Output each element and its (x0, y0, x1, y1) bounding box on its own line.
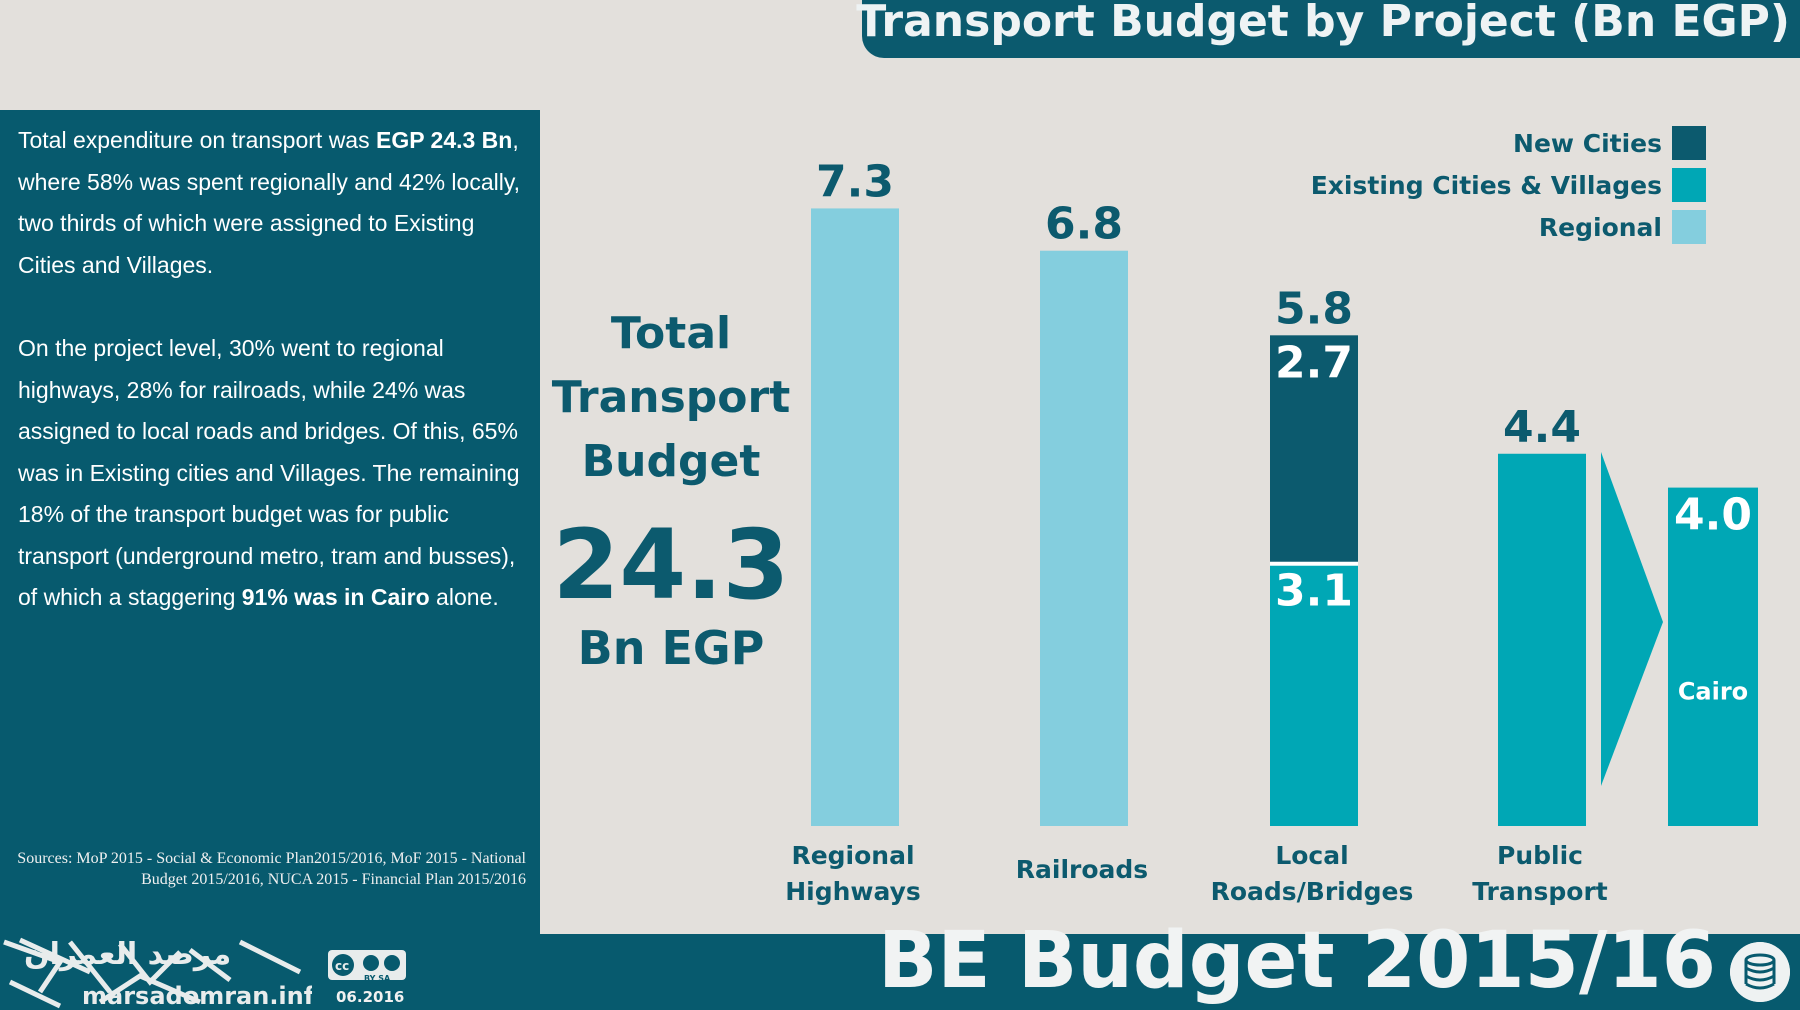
total-label: Total Transport Budget (540, 302, 802, 494)
category-label-public-transport: Public (1497, 841, 1583, 870)
svg-text:مرصد العمران: مرصد العمران (24, 937, 231, 972)
total-label-regional-highways: 7.3 (816, 156, 894, 207)
para1-text-c: , where 58% was spent regionally and 42%… (18, 127, 521, 278)
segment-divider (1270, 561, 1358, 566)
category-label-public-transport: Transport (1472, 877, 1608, 906)
footer-title: BE Budget 2015/16 (877, 916, 1716, 1006)
para1-text-b: EGP 24.3 Bn (375, 127, 513, 153)
paragraph-projects: On the project level, 30% went to region… (18, 328, 528, 619)
category-label-regional-highways: Regional (791, 841, 914, 870)
cairo-sublabel: Cairo (1678, 678, 1748, 706)
publish-date: 06.2016 (336, 988, 405, 1006)
legend-label-existing-cities-villages: Existing Cities & Villages (1311, 171, 1662, 200)
cairo-arrow (1601, 452, 1663, 786)
bar-railroads-regional (1040, 250, 1128, 827)
total-line2: Transport (551, 372, 791, 423)
segment-label-cairo-existing-cities-villages: 4.0 (1674, 490, 1752, 541)
legend-swatch-new-cities (1672, 126, 1706, 160)
legend-swatch-existing-cities-villages (1672, 168, 1706, 202)
total-value: 24.3 (552, 509, 790, 621)
category-label-local-roads-bridges: Local (1275, 841, 1348, 870)
para1-text-a: Total expenditure on transport was (18, 127, 376, 153)
category-label-regional-highways: Highways (785, 877, 921, 906)
bar-local-roads-bridges-new-cities (1270, 335, 1358, 564)
para2-text-a: On the project level, 30% went to region… (18, 335, 520, 610)
total-line1: Total (610, 308, 732, 359)
segment-label-local-roads-bridges-new-cities: 2.7 (1275, 337, 1353, 388)
legend-swatch-regional (1672, 210, 1706, 244)
license-text: BY SA (364, 974, 391, 983)
total-label-public-transport: 4.4 (1503, 402, 1581, 453)
title-bar: Transport Budget by Project (Bn EGP) (856, 0, 1800, 58)
site-url: marsadomran.info (82, 982, 312, 1010)
legend-label-new-cities: New Cities (1513, 129, 1662, 158)
cc-license-icon: cc (328, 950, 406, 980)
total-line3: Budget (581, 436, 761, 487)
coins-icon (1730, 942, 1790, 1002)
para2-text-c: alone. (429, 584, 499, 610)
total-label-local-roads-bridges: 5.8 (1275, 283, 1353, 334)
bar-local-roads-bridges-existing-cities-villages (1270, 563, 1358, 826)
segment-label-local-roads-bridges-existing-cities-villages: 3.1 (1275, 566, 1353, 617)
bar-cairo-existing-cities-villages (1668, 487, 1758, 826)
text-panel: Total expenditure on transport was EGP 2… (0, 110, 540, 934)
total-unit: Bn EGP (577, 621, 765, 675)
budget-chart: 7.3 Regional Highways 6.8 Railroads 3.1 2.75.8… (785, 126, 1758, 906)
svg-text:cc: cc (335, 959, 349, 973)
total-label-railroads: 6.8 (1045, 199, 1123, 250)
para2-text-b: 91% was in Cairo (241, 584, 430, 610)
sources-note: Sources: MoP 2015 - Social & Economic Pl… (17, 850, 526, 888)
bar-public-transport-existing-cities-villages (1498, 453, 1586, 826)
paragraph-expenditure: Total expenditure on transport was EGP 2… (18, 120, 528, 286)
page-title: Transport Budget by Project (Bn EGP) (856, 0, 1790, 47)
category-label-local-roads-bridges: Roads/Bridges (1211, 877, 1414, 906)
bar-regional-highways-regional (811, 208, 899, 827)
marsad-omran-logo: مرصد العمران marsadomran.info (0, 932, 312, 1010)
legend-label-regional: Regional (1539, 213, 1662, 242)
category-label-railroads: Railroads (1016, 855, 1148, 884)
